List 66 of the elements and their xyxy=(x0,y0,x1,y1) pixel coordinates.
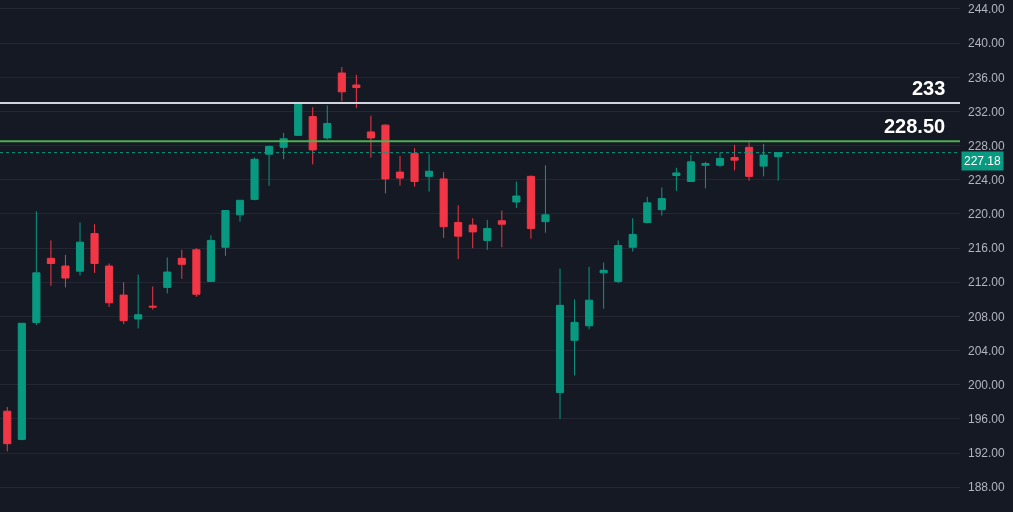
candlestick xyxy=(337,66,346,102)
ref-line-label: 228.50 xyxy=(884,115,946,137)
candlestick xyxy=(599,262,608,310)
candlestick xyxy=(555,268,565,420)
candlestick xyxy=(3,406,12,452)
candlestick xyxy=(730,144,739,171)
candlestick xyxy=(570,298,579,376)
candlestick xyxy=(701,161,710,189)
candlestick xyxy=(294,101,303,136)
candlestick xyxy=(454,204,463,260)
candlestick xyxy=(628,217,637,253)
candlestick xyxy=(352,74,361,109)
candlestick xyxy=(614,239,623,284)
candlestick xyxy=(75,221,85,276)
candlestick xyxy=(483,219,492,251)
candlestick xyxy=(657,186,666,217)
candlestick xyxy=(177,249,186,280)
y-tick-label: 200.00 xyxy=(968,377,1006,392)
y-tick-label: 216.00 xyxy=(968,241,1006,256)
candlestick xyxy=(105,262,114,308)
candlestick xyxy=(46,239,55,287)
candlestick xyxy=(497,210,506,248)
candlestick xyxy=(439,171,448,239)
candlestick xyxy=(745,141,754,182)
candlestick xyxy=(541,164,550,234)
y-tick-label: 208.00 xyxy=(968,309,1006,324)
candlestick xyxy=(468,217,477,249)
candlestick xyxy=(221,210,230,257)
candlestick xyxy=(395,155,405,187)
candlestick xyxy=(526,175,535,240)
candlestick xyxy=(686,154,695,182)
candlestick xyxy=(585,266,594,330)
candlestick xyxy=(366,115,375,159)
candlestick xyxy=(308,106,317,165)
candlestick xyxy=(235,199,245,223)
candlestick xyxy=(32,210,41,326)
ref-line-label: 227.18 xyxy=(964,154,1002,168)
candlestick xyxy=(119,281,128,325)
candlestick xyxy=(90,223,99,274)
y-tick-label: 236.00 xyxy=(968,70,1006,85)
candlestick xyxy=(643,196,652,224)
candlestick xyxy=(134,274,143,329)
y-tick-label: 196.00 xyxy=(968,412,1006,427)
y-tick-label: 192.00 xyxy=(968,446,1006,461)
candlestick xyxy=(192,247,201,298)
y-tick-label: 244.00 xyxy=(968,2,1006,17)
candlestick xyxy=(61,254,70,288)
ref-line-label: 233 xyxy=(912,77,946,99)
y-tick-label: 232.00 xyxy=(968,104,1006,119)
candlestick xyxy=(17,322,26,441)
candlestick xyxy=(206,234,215,282)
y-tick-label: 224.00 xyxy=(968,172,1006,187)
candlestick xyxy=(148,286,157,311)
y-tick-label: 228.00 xyxy=(968,138,1006,153)
y-tick-label: 188.00 xyxy=(968,480,1006,495)
candlestick xyxy=(323,104,332,141)
candlestick xyxy=(381,123,390,194)
y-tick-label: 212.00 xyxy=(968,275,1006,290)
y-tick-label: 204.00 xyxy=(968,343,1006,358)
candlestick xyxy=(672,167,681,192)
candlestick xyxy=(250,157,259,201)
y-tick-label: 220.00 xyxy=(968,207,1006,222)
candlestick xyxy=(512,180,521,209)
candlestick xyxy=(410,147,419,188)
candlestick xyxy=(163,257,172,294)
y-tick-label: 240.00 xyxy=(968,36,1006,51)
